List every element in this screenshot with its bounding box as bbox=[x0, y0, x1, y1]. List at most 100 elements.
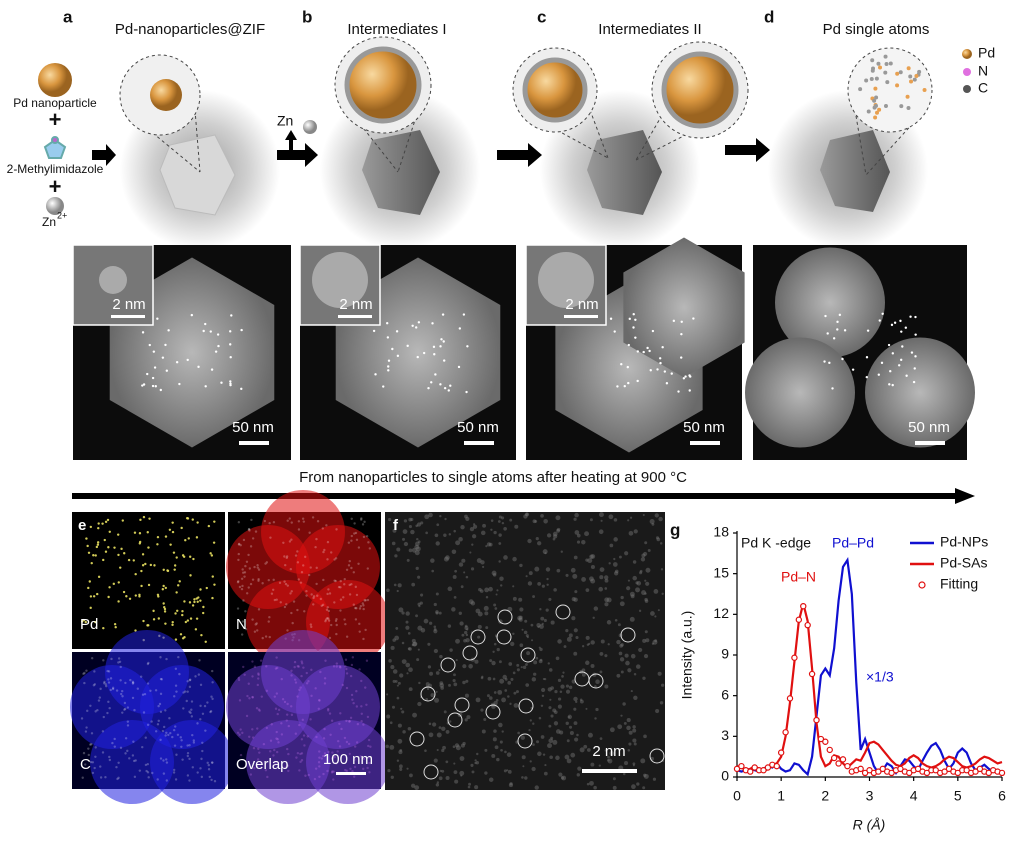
noise-dot bbox=[650, 611, 655, 616]
noise-dot bbox=[586, 748, 591, 752]
map-dot bbox=[89, 525, 93, 529]
fit-marker bbox=[786, 695, 794, 702]
map-dot bbox=[263, 519, 267, 523]
map-dot bbox=[173, 564, 177, 567]
map-dot bbox=[108, 706, 111, 710]
noise-dot bbox=[645, 581, 650, 586]
noise-dot bbox=[541, 687, 546, 693]
noise-dot bbox=[472, 524, 478, 529]
map-dot bbox=[142, 711, 146, 714]
fit-marker bbox=[822, 738, 829, 745]
map-dot bbox=[247, 553, 250, 557]
particle-dot bbox=[627, 381, 630, 385]
noise-dot bbox=[453, 673, 456, 677]
map-dot bbox=[249, 582, 253, 586]
noise-dot bbox=[485, 545, 488, 548]
map-dot bbox=[131, 754, 135, 757]
map-dot bbox=[331, 770, 334, 773]
map-dot bbox=[297, 578, 300, 581]
map-dot bbox=[347, 564, 351, 567]
map-dot bbox=[339, 712, 342, 715]
map-dot bbox=[236, 731, 240, 735]
particle-dot bbox=[677, 390, 680, 393]
noise-dot bbox=[534, 519, 538, 523]
map-dot bbox=[213, 583, 216, 586]
noise-dot bbox=[463, 638, 467, 643]
noise-dot bbox=[414, 785, 420, 791]
map-dot bbox=[99, 776, 103, 779]
noise-dot bbox=[491, 753, 496, 758]
particle-dot bbox=[217, 344, 220, 348]
map-dot bbox=[102, 659, 105, 662]
noise-dot bbox=[623, 772, 626, 776]
noise-dot bbox=[423, 618, 429, 624]
noise-dot bbox=[562, 671, 565, 674]
noise-dot bbox=[544, 552, 547, 555]
noise-dot bbox=[438, 611, 442, 615]
map-dot bbox=[196, 771, 199, 774]
noise-dot bbox=[477, 635, 481, 639]
noise-dot bbox=[557, 697, 562, 701]
particle-dot bbox=[649, 369, 652, 372]
noise-dot bbox=[598, 764, 601, 767]
map-dot bbox=[285, 555, 289, 558]
noise-dot bbox=[442, 745, 446, 750]
noise-dot bbox=[619, 601, 625, 607]
map-dot bbox=[301, 718, 305, 722]
fit-marker bbox=[830, 754, 838, 762]
noise-dot bbox=[533, 660, 538, 665]
map-dot bbox=[286, 629, 289, 632]
map-dot bbox=[313, 777, 317, 781]
noise-dot bbox=[448, 533, 452, 536]
noise-dot bbox=[552, 537, 556, 541]
noise-dot bbox=[523, 630, 528, 635]
noise-dot bbox=[528, 729, 531, 732]
noise-dot bbox=[534, 566, 540, 572]
map-dot bbox=[360, 517, 363, 520]
noise-dot bbox=[396, 684, 399, 687]
map-dot bbox=[326, 707, 330, 711]
noise-dot bbox=[526, 651, 531, 656]
zn-ion: Zn bbox=[42, 215, 56, 229]
map-dot bbox=[289, 567, 293, 571]
noise-dot bbox=[577, 766, 582, 771]
map-dot bbox=[280, 677, 283, 681]
zif-crystal bbox=[159, 134, 236, 216]
noise-dot bbox=[401, 659, 407, 665]
noise-dot bbox=[522, 765, 525, 768]
map-dot bbox=[335, 528, 338, 531]
noise-dot bbox=[396, 589, 399, 593]
map-dot bbox=[327, 750, 330, 754]
noise-dot bbox=[546, 577, 549, 581]
noise-dot bbox=[458, 562, 464, 567]
map-dot bbox=[121, 519, 124, 522]
noise-dot bbox=[439, 514, 442, 518]
fit-marker bbox=[945, 765, 953, 773]
map-dot bbox=[326, 606, 329, 609]
noise-dot bbox=[433, 625, 437, 629]
noise-dot bbox=[527, 581, 533, 586]
map-dot bbox=[300, 571, 304, 574]
noise-dot bbox=[620, 595, 624, 600]
map-dot bbox=[85, 537, 88, 540]
map-dot bbox=[138, 769, 142, 772]
noise-dot bbox=[654, 639, 658, 643]
map-dot bbox=[330, 719, 334, 722]
particle-dot bbox=[430, 381, 433, 384]
noise-dot bbox=[529, 760, 532, 763]
map-dot bbox=[358, 622, 361, 626]
map-dot bbox=[354, 606, 357, 610]
noise-dot bbox=[654, 513, 659, 518]
noise-dot bbox=[389, 744, 395, 750]
map-dot bbox=[251, 696, 255, 699]
map-dot bbox=[174, 612, 177, 615]
noise-dot bbox=[503, 555, 508, 560]
noise-dot bbox=[469, 551, 472, 554]
particle-dot bbox=[229, 380, 232, 383]
map-dot bbox=[327, 617, 330, 620]
noise-dot bbox=[590, 578, 596, 584]
noise-dot bbox=[408, 647, 412, 651]
map-dot bbox=[275, 656, 278, 659]
map-dot bbox=[355, 690, 358, 693]
map-dot bbox=[171, 735, 174, 739]
